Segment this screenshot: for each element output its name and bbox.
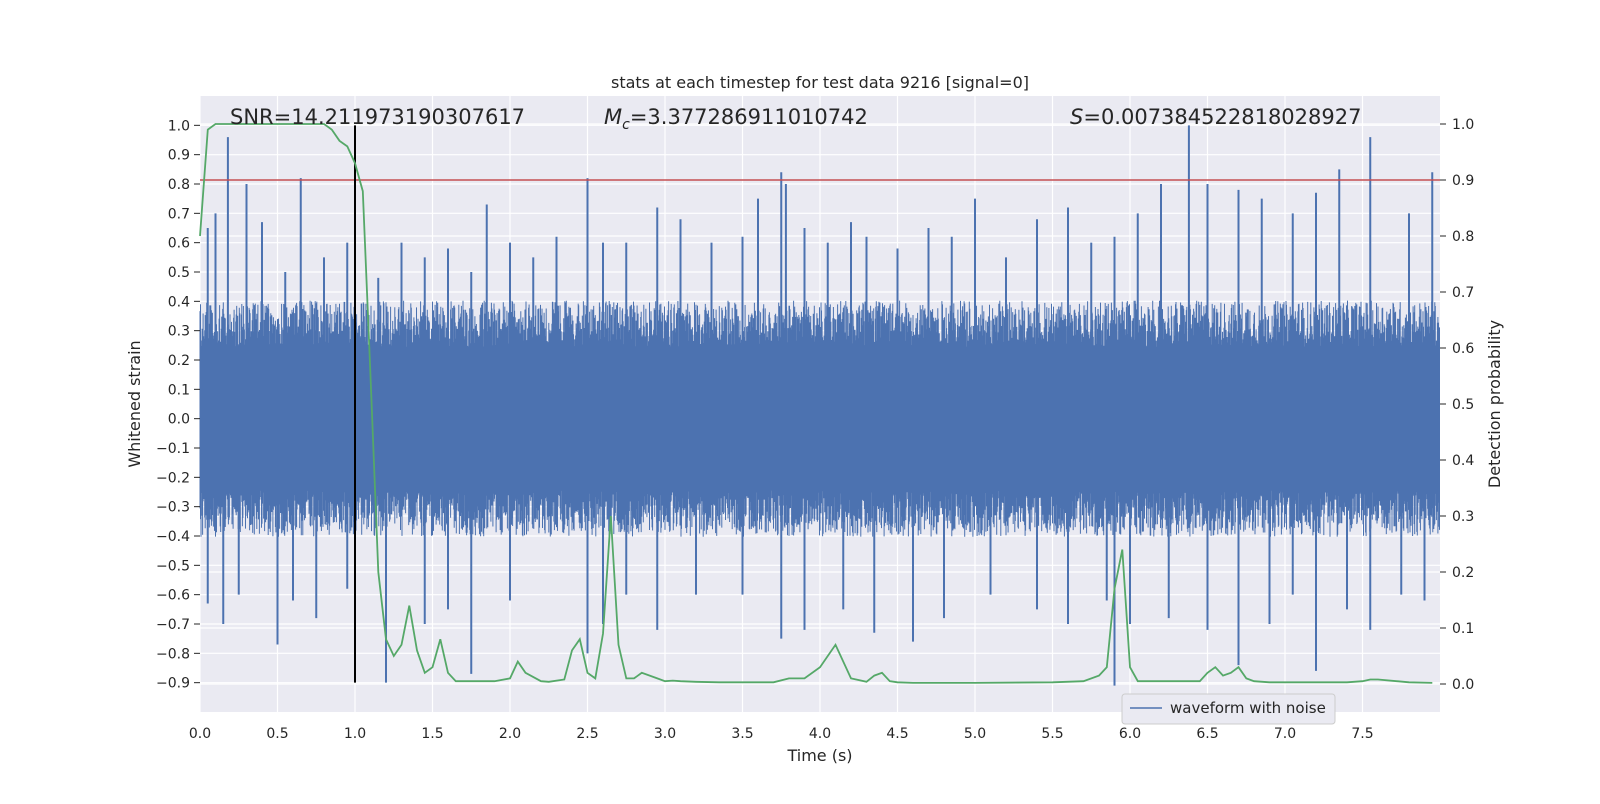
y-left-tick-label-14: −0.4 <box>156 529 190 545</box>
y-left-tick-label-5: 0.5 <box>168 265 190 281</box>
y-right-axis-ticks: 1.0 0.9 0.8 0.7 0.6 0.5 0.4 0.3 0.2 0.1 0.0 <box>1440 117 1474 693</box>
y-right-tick-label-9: 0.1 <box>1452 621 1474 637</box>
y-left-axis-ticks: 1.0 0.9 0.8 0.7 0.6 0.5 0.4 0.3 0.2 0.1 0.0 −0.1 −0.… <box>156 118 200 692</box>
y-right-tick-label-1: 0.9 <box>1452 173 1474 189</box>
y-right-tick-label-2: 0.8 <box>1452 229 1474 245</box>
y-left-tick-label-1: 0.9 <box>168 148 190 164</box>
y-right-tick-label-10: 0.0 <box>1452 677 1474 693</box>
x-tick-label-13: 6.5 <box>1196 726 1218 742</box>
y-left-axis-label: Whitened strain <box>125 340 144 467</box>
x-tick-label-2: 1.0 <box>344 726 366 742</box>
y-left-tick-label-16: −0.6 <box>156 588 190 604</box>
y-right-axis-label: Detection probability <box>1485 320 1504 488</box>
y-left-tick-label-6: 0.4 <box>168 294 190 310</box>
snr-annotation: SNR=14.211973190307617 <box>230 105 525 129</box>
x-tick-label-5: 2.5 <box>576 726 598 742</box>
legend: waveform with noise <box>1121 693 1336 725</box>
y-left-tick-label-19: −0.9 <box>156 676 190 692</box>
y-left-tick-label-3: 0.7 <box>168 206 190 222</box>
y-left-tick-label-17: −0.7 <box>156 617 190 633</box>
x-tick-label-12: 6.0 <box>1119 726 1141 742</box>
y-left-tick-label-0: 1.0 <box>168 118 190 134</box>
y-left-tick-label-13: −0.3 <box>156 500 190 516</box>
y-left-tick-label-2: 0.8 <box>168 177 190 193</box>
legend-box <box>1121 693 1336 725</box>
x-tick-label-0: 0.0 <box>189 726 211 742</box>
mc-annotation: Mc=3.377286911010742 <box>604 105 868 133</box>
y-left-tick-label-15: −0.5 <box>156 558 190 574</box>
y-left-tick-label-9: 0.1 <box>168 382 190 398</box>
x-tick-label-1: 0.5 <box>266 726 288 742</box>
mc-subscript: c <box>622 117 630 133</box>
x-tick-label-11: 5.5 <box>1041 726 1063 742</box>
x-axis-label: Time (s) <box>786 746 852 765</box>
y-left-tick-label-10: 0.0 <box>168 412 190 428</box>
x-tick-label-3: 1.5 <box>421 726 443 742</box>
detection-probability-line <box>199 123 1433 684</box>
waveform-series <box>199 125 1440 686</box>
y-left-tick-label-18: −0.8 <box>156 646 190 662</box>
y-left-tick-label-4: 0.6 <box>168 236 190 252</box>
probability-series <box>199 123 1433 684</box>
y-right-tick-label-3: 0.7 <box>1452 285 1474 301</box>
y-left-tick-label-12: −0.2 <box>156 470 190 486</box>
x-axis-ticks: 0.0 0.5 1.0 1.5 2.0 2.5 3.0 3.5 4.0 4.5 5.0 5.5 6.0 6… <box>189 726 1374 742</box>
mc-value: =3.377286911010742 <box>630 105 868 129</box>
y-right-tick-label-0: 1.0 <box>1452 117 1474 133</box>
y-right-tick-label-6: 0.4 <box>1452 453 1474 469</box>
x-tick-label-9: 4.5 <box>886 726 908 742</box>
s-value: =0.007384522818028927 <box>1083 105 1361 129</box>
chart-title: stats at each timestep for test data 921… <box>611 73 1029 92</box>
y-right-tick-label-8: 0.2 <box>1452 565 1474 581</box>
s-symbol: S <box>1070 105 1083 129</box>
x-tick-label-8: 4.0 <box>809 726 831 742</box>
mc-symbol: M <box>604 105 622 129</box>
reference-lines <box>200 125 1440 683</box>
y-left-tick-label-8: 0.2 <box>168 353 190 369</box>
x-tick-label-6: 3.0 <box>654 726 676 742</box>
y-left-tick-label-11: −0.1 <box>156 441 190 457</box>
legend-label-waveform: waveform with noise <box>1170 699 1326 717</box>
s-annotation: S=0.007384522818028927 <box>1070 105 1361 129</box>
x-tick-label-15: 7.5 <box>1351 726 1373 742</box>
y-right-tick-label-4: 0.6 <box>1452 341 1474 357</box>
y-right-tick-label-5: 0.5 <box>1452 397 1474 413</box>
x-tick-label-4: 2.0 <box>499 726 521 742</box>
x-tick-label-14: 7.0 <box>1274 726 1296 742</box>
waveform-oscillation <box>199 300 1440 537</box>
x-tick-label-10: 5.0 <box>964 726 986 742</box>
y-left-tick-label-7: 0.3 <box>168 324 190 340</box>
x-tick-label-7: 3.5 <box>731 726 753 742</box>
y-right-tick-label-7: 0.3 <box>1452 509 1474 525</box>
